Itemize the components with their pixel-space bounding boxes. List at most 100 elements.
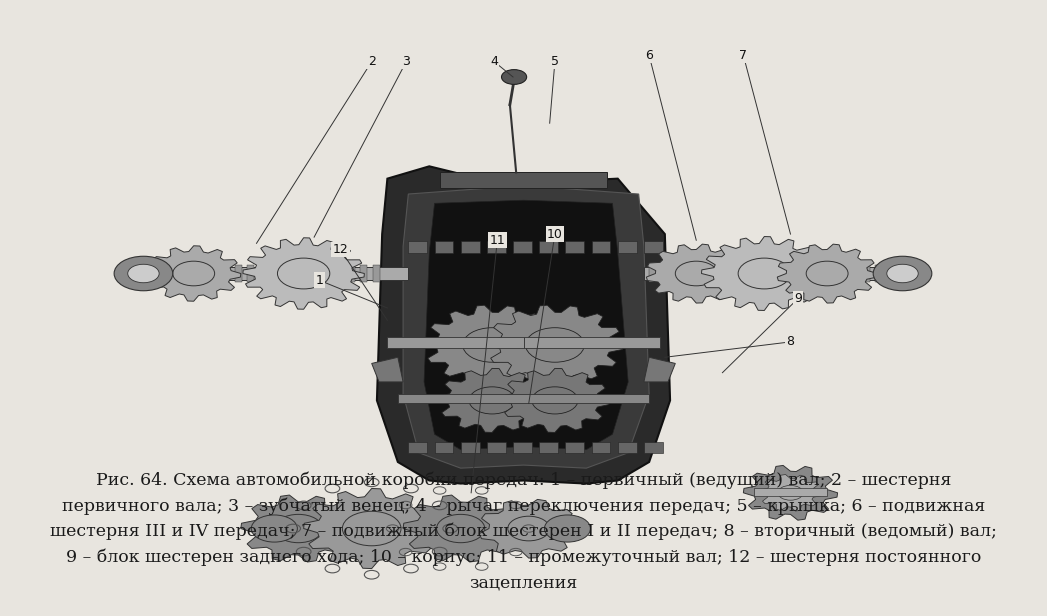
Bar: [272, 265, 280, 282]
Bar: [285, 265, 292, 282]
Bar: [800, 265, 807, 282]
Bar: [674, 265, 682, 282]
Bar: [812, 265, 820, 282]
Text: первичного вала; 3 – зубчатый венец; 4 – рычаг переключения передач; 5 – крышка;: первичного вала; 3 – зубчатый венец; 4 –…: [62, 497, 985, 514]
Bar: [272, 521, 280, 536]
Circle shape: [532, 387, 578, 414]
Bar: [498, 521, 506, 536]
Bar: [267, 522, 571, 535]
Bar: [197, 265, 204, 282]
Circle shape: [469, 387, 515, 414]
Bar: [387, 337, 524, 348]
Bar: [184, 265, 192, 282]
Bar: [310, 265, 317, 282]
Bar: [487, 241, 506, 253]
Circle shape: [463, 328, 521, 362]
Polygon shape: [644, 357, 675, 382]
Circle shape: [887, 264, 918, 283]
Polygon shape: [777, 244, 877, 303]
Polygon shape: [243, 238, 364, 309]
Text: 2: 2: [367, 55, 376, 68]
Bar: [863, 265, 870, 282]
Bar: [348, 265, 355, 282]
Bar: [699, 265, 707, 282]
Bar: [561, 521, 569, 536]
Bar: [423, 521, 430, 536]
Bar: [461, 442, 480, 453]
Polygon shape: [487, 305, 623, 385]
Bar: [435, 442, 453, 453]
Bar: [126, 267, 408, 280]
Bar: [297, 521, 305, 536]
Bar: [775, 265, 782, 282]
Bar: [592, 442, 610, 453]
Text: 9 – блок шестерен заднего хода; 10 – корпус; 11 – промежуточный вал; 12 – шестер: 9 – блок шестерен заднего хода; 10 – кор…: [66, 549, 981, 566]
Circle shape: [251, 515, 297, 542]
Polygon shape: [701, 237, 827, 310]
Text: 1: 1: [315, 274, 324, 287]
Text: 10: 10: [547, 227, 563, 241]
Bar: [322, 265, 330, 282]
Bar: [513, 241, 532, 253]
Bar: [436, 521, 443, 536]
Circle shape: [544, 515, 591, 542]
Bar: [754, 488, 827, 496]
Bar: [524, 337, 660, 348]
Text: 11: 11: [489, 233, 506, 247]
Bar: [565, 442, 584, 453]
Bar: [539, 442, 558, 453]
Bar: [159, 265, 166, 282]
Bar: [360, 265, 367, 282]
Bar: [487, 442, 506, 453]
Bar: [536, 521, 543, 536]
Bar: [549, 521, 556, 536]
Polygon shape: [241, 495, 356, 562]
Bar: [644, 442, 663, 453]
Bar: [524, 521, 531, 536]
Circle shape: [508, 516, 550, 541]
Circle shape: [772, 482, 809, 504]
Circle shape: [128, 264, 159, 283]
Bar: [662, 265, 669, 282]
Text: 6: 6: [645, 49, 653, 62]
Polygon shape: [743, 466, 838, 520]
Bar: [644, 267, 916, 280]
Bar: [373, 521, 380, 536]
Circle shape: [114, 256, 173, 291]
Bar: [297, 265, 305, 282]
Polygon shape: [403, 188, 649, 468]
Bar: [513, 442, 532, 453]
Circle shape: [778, 485, 803, 500]
Bar: [448, 521, 455, 536]
Bar: [285, 521, 292, 536]
Bar: [398, 394, 649, 403]
Bar: [737, 265, 744, 282]
Text: 4: 4: [490, 55, 498, 68]
Text: 7: 7: [739, 49, 748, 62]
Bar: [461, 521, 468, 536]
Text: 5: 5: [551, 55, 559, 68]
Bar: [618, 442, 637, 453]
Bar: [348, 521, 355, 536]
Polygon shape: [377, 166, 670, 484]
Polygon shape: [438, 368, 547, 432]
Polygon shape: [759, 474, 822, 511]
Bar: [850, 265, 857, 282]
Bar: [473, 521, 481, 536]
Text: 3: 3: [402, 55, 410, 68]
Circle shape: [873, 256, 932, 291]
Circle shape: [342, 511, 401, 546]
Bar: [360, 521, 367, 536]
Text: 12: 12: [332, 243, 349, 256]
Text: зацепления: зацепления: [469, 575, 578, 592]
Bar: [209, 265, 217, 282]
Bar: [511, 521, 518, 536]
Bar: [410, 521, 418, 536]
Polygon shape: [424, 305, 560, 385]
Bar: [408, 442, 427, 453]
Bar: [322, 521, 330, 536]
Circle shape: [526, 328, 584, 362]
Circle shape: [437, 514, 485, 543]
Bar: [486, 521, 493, 536]
Bar: [592, 241, 610, 253]
